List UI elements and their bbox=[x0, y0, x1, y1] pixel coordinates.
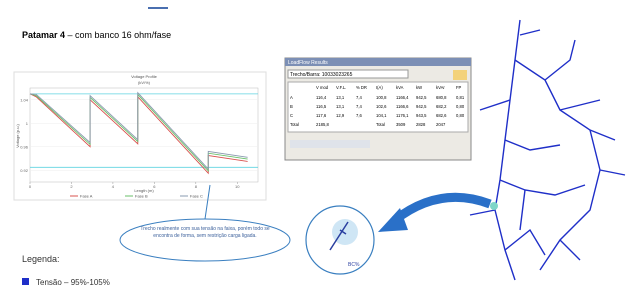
table-cell: 1166,6 bbox=[396, 104, 409, 109]
table-cell: 3509 bbox=[396, 122, 406, 127]
y-tick-label: 0.92 bbox=[20, 168, 29, 173]
page: Patamar 4 – com banco 16 ohm/fase Voltag… bbox=[0, 0, 633, 296]
table-cell: 102,6 bbox=[376, 104, 387, 109]
chart-subtitle: (kV/%) bbox=[138, 80, 151, 85]
table-cell: Total bbox=[376, 122, 385, 127]
table-header: V.F.L. bbox=[336, 85, 346, 90]
table-cell: B bbox=[290, 104, 293, 109]
table-header: kW bbox=[416, 85, 422, 90]
table-header: kVAr bbox=[436, 85, 445, 90]
table-cell: 1166,4 bbox=[396, 95, 409, 100]
chart-frame bbox=[14, 72, 266, 200]
table-cell: 2047 bbox=[436, 122, 446, 127]
table-header: V mod bbox=[316, 85, 329, 90]
table-cell: 0,81 bbox=[456, 95, 465, 100]
field-text: Trecho/Barra: 10033023265 bbox=[290, 72, 353, 78]
table-cell: 104,1 bbox=[376, 113, 387, 118]
callout-text: Trecho realmente com sua tensão na faixa… bbox=[135, 226, 275, 240]
table-cell: 7,6 bbox=[356, 113, 362, 118]
table-cell: 12,9 bbox=[336, 113, 345, 118]
slide: Patamar 4 – com banco 16 ohm/fase Voltag… bbox=[0, 0, 633, 296]
legend-label: Fase C bbox=[190, 194, 203, 199]
slide-title: Patamar 4 – com banco 16 ohm/fase bbox=[22, 30, 171, 40]
legend-item: Tensão – 95%-105% bbox=[36, 278, 110, 287]
chart-title: Voltage Profile bbox=[131, 74, 158, 79]
map-marker bbox=[490, 202, 498, 210]
arrow-shaft bbox=[395, 197, 490, 220]
table-cell: 7,4 bbox=[356, 104, 362, 109]
feeder bbox=[515, 60, 600, 270]
table-cell: 100,8 bbox=[376, 95, 387, 100]
table-cell: 942,5 bbox=[416, 104, 427, 109]
table-header: kVA bbox=[396, 85, 404, 90]
table-cell: 13,1 bbox=[336, 104, 345, 109]
table-cell: 116,4 bbox=[316, 95, 327, 100]
network-map bbox=[470, 20, 625, 280]
y-tick-label: 0.96 bbox=[20, 144, 29, 149]
zoom-label: BC% bbox=[348, 262, 360, 268]
table-cell: C bbox=[290, 113, 293, 118]
table-cell: A bbox=[290, 95, 293, 100]
legend-title: Legenda: bbox=[22, 254, 60, 264]
table-cell: 682,6 bbox=[436, 113, 447, 118]
x-axis-label: Length (m) bbox=[134, 188, 154, 193]
legend-swatch bbox=[22, 278, 29, 285]
table-cell: 942,5 bbox=[416, 95, 427, 100]
x-tick-label: 10 bbox=[235, 184, 240, 189]
dialog: LoadFlow Results Trecho/Barra: 100330232… bbox=[285, 58, 471, 160]
feeder bbox=[480, 100, 585, 195]
table-cell: 13,1 bbox=[336, 95, 345, 100]
table-cell: 7,4 bbox=[356, 95, 362, 100]
legend-label: Fase B bbox=[135, 194, 148, 199]
table-cell: 682,2 bbox=[436, 104, 447, 109]
table-cell: 2828 bbox=[416, 122, 426, 127]
dialog-title: LoadFlow Results bbox=[288, 60, 328, 66]
feeder bbox=[545, 40, 625, 175]
table-cell: 680,8 bbox=[436, 95, 447, 100]
table-cell: 2185,8 bbox=[316, 122, 329, 127]
y-tick-label: 1.04 bbox=[20, 97, 29, 102]
table-header: % DR bbox=[356, 85, 367, 90]
icon bbox=[453, 70, 467, 80]
table-header: FP bbox=[456, 85, 462, 90]
table-cell: 1176,1 bbox=[396, 113, 409, 118]
table-cell: 116,5 bbox=[316, 104, 327, 109]
table-cell: 0,80 bbox=[456, 113, 465, 118]
table-cell: Total bbox=[290, 122, 299, 127]
callout-box: Trecho realmente com sua tensão na faixa… bbox=[135, 226, 275, 256]
legend-label: Fase A bbox=[80, 194, 93, 199]
table-cell: 117,6 bbox=[316, 113, 327, 118]
toolbar bbox=[290, 140, 370, 148]
table-cell: 0,80 bbox=[456, 104, 465, 109]
table-header: I(A) bbox=[376, 85, 383, 90]
table-cell: 943,5 bbox=[416, 113, 427, 118]
